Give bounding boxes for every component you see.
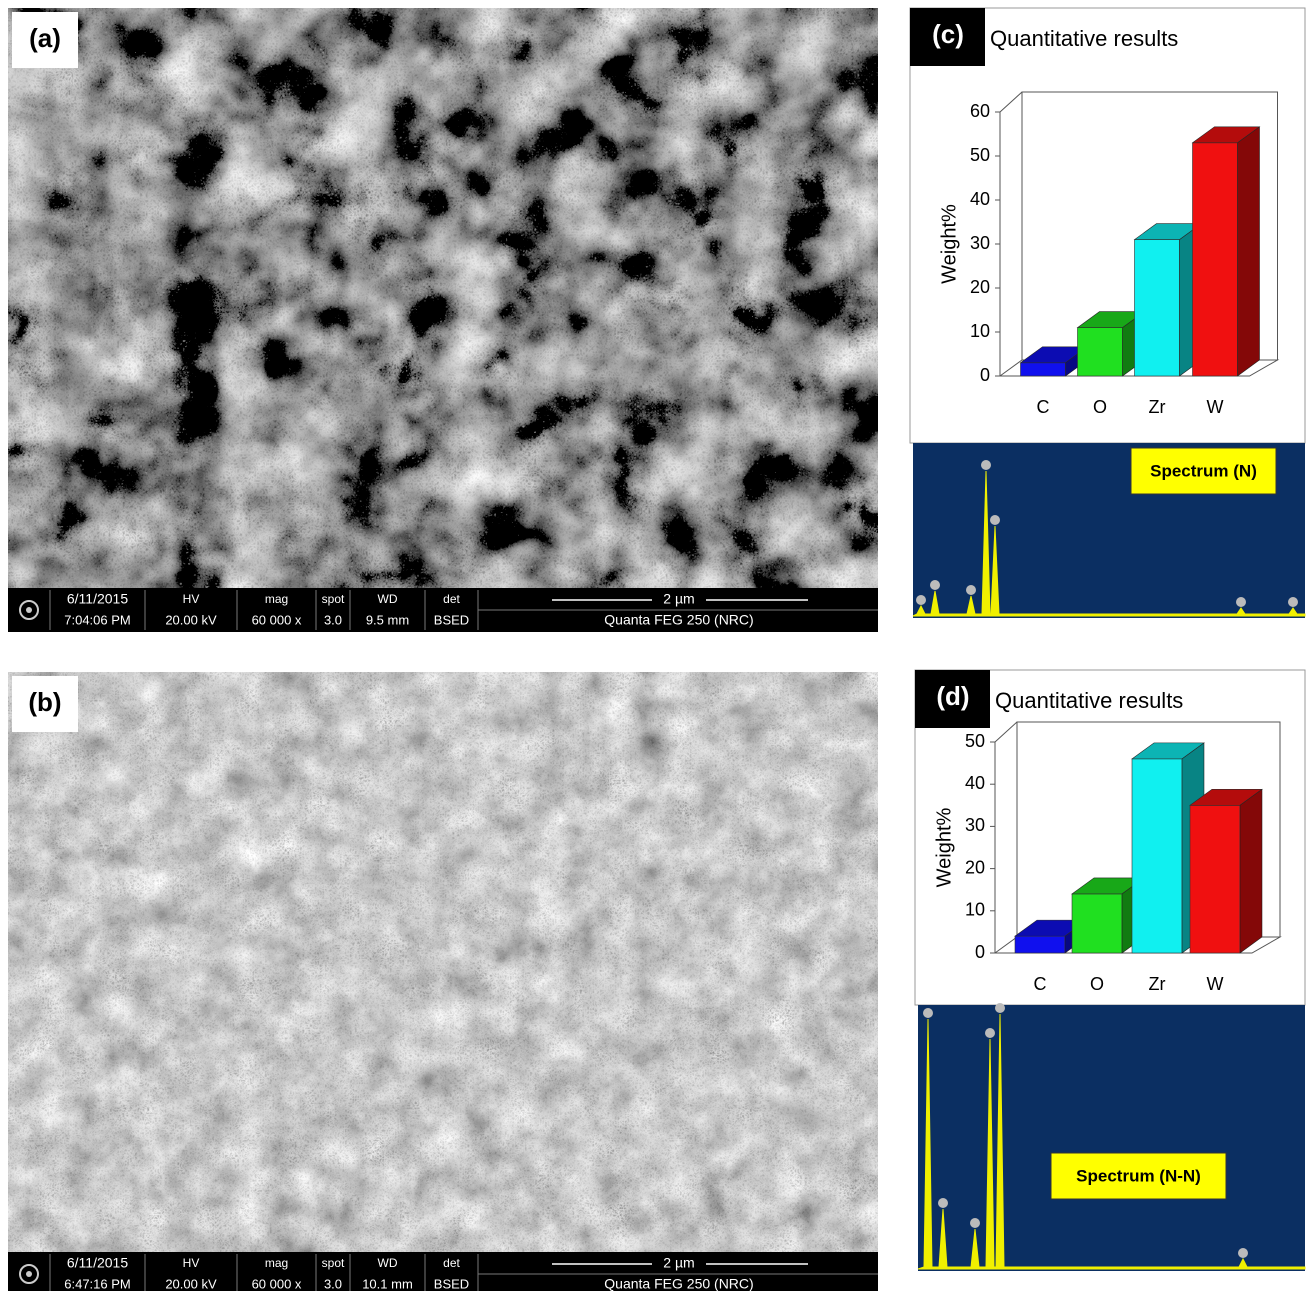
info-text: 60 000 x (252, 1276, 302, 1291)
peak-marker (966, 585, 976, 595)
panel-label: (c) (932, 19, 964, 49)
panel-label: (a) (29, 23, 61, 53)
y-tick-label: 20 (970, 277, 990, 297)
x-tick-label: Zr (1149, 397, 1166, 417)
x-tick-label: W (1207, 397, 1224, 417)
panel-label: (b) (28, 687, 61, 717)
peak-marker (938, 1198, 948, 1208)
info-text: 20.00 kV (165, 1276, 217, 1291)
spectrum-label: Spectrum (N-N) (1076, 1166, 1201, 1185)
instrument: Quanta FEG 250 (NRC) (604, 612, 753, 628)
info-text: 60 000 x (252, 612, 302, 627)
spectrum-axis (918, 1271, 1305, 1291)
x-tick-label: W (1207, 974, 1224, 994)
info-text: 6/11/2015 (67, 591, 128, 607)
bar (1193, 143, 1238, 376)
bar (1132, 759, 1182, 953)
peak-marker (1236, 597, 1246, 607)
scale-text: 2 µm (663, 1255, 694, 1271)
y-tick-label: 50 (970, 145, 990, 165)
y-tick-label: 0 (980, 365, 990, 385)
bar (1015, 936, 1065, 953)
info-text: 3.0 (324, 1276, 342, 1291)
y-tick-label: 30 (970, 233, 990, 253)
x-tick-label: C (1037, 397, 1050, 417)
y-tick-label: 60 (970, 101, 990, 121)
info-text: BSED (434, 1276, 469, 1291)
info-text: 3.0 (324, 612, 342, 627)
peak-marker (970, 1218, 980, 1228)
chart-title: Quantitative results (995, 688, 1183, 713)
y-tick-label: 30 (965, 815, 985, 835)
info-text: HV (183, 592, 200, 606)
info-text: 9.5 mm (366, 612, 409, 627)
sem-image (8, 672, 878, 1252)
info-text: BSED (434, 612, 469, 627)
bar (1135, 240, 1180, 376)
y-tick-label: 10 (970, 321, 990, 341)
y-tick-label: 50 (965, 731, 985, 751)
spectrum-axis (913, 618, 1305, 638)
info-text: spot (322, 592, 345, 606)
bar-side-shade (1238, 127, 1260, 376)
info-text: HV (183, 1256, 200, 1270)
figure: (a) (b) 6/11/2015 7:04:06 PM HV 20.00 kV mag… (0, 0, 1307, 1291)
info-text: det (443, 592, 460, 606)
y-tick-label: 40 (970, 189, 990, 209)
x-tick-label: O (1093, 397, 1107, 417)
info-text: det (443, 1256, 460, 1270)
bar (1021, 363, 1066, 376)
info-text: 6:47:16 PM (64, 1276, 131, 1291)
y-tick-label: 40 (965, 773, 985, 793)
instrument: Quanta FEG 250 (NRC) (604, 1276, 753, 1291)
info-text: WD (378, 592, 398, 606)
peak-marker (1238, 1248, 1248, 1258)
bar-side-shade (1240, 789, 1262, 953)
bar (1072, 894, 1122, 953)
x-tick-label: O (1090, 974, 1104, 994)
info-text: WD (378, 1256, 398, 1270)
sem-image (8, 8, 878, 588)
peak-marker (930, 580, 940, 590)
info-text: mag (265, 592, 288, 606)
peak-marker (985, 1028, 995, 1038)
bar (1190, 805, 1240, 953)
peak-marker (981, 460, 991, 470)
info-text: 20.00 kV (165, 612, 217, 627)
info-text: mag (265, 1256, 288, 1270)
info-text: 6/11/2015 (67, 1255, 128, 1271)
y-tick-label: 0 (975, 942, 985, 962)
y-axis-label: Weight% (933, 807, 955, 887)
peak-marker (923, 1008, 933, 1018)
scale-text: 2 µm (663, 591, 694, 607)
peak-marker (990, 515, 1000, 525)
bar (1078, 328, 1123, 376)
x-tick-label: C (1034, 974, 1047, 994)
info-text: spot (322, 1256, 345, 1270)
chart-title: Quantitative results (990, 26, 1178, 51)
info-text: 7:04:06 PM (64, 612, 131, 627)
panel-label: (d) (936, 681, 969, 711)
icon (26, 1271, 32, 1277)
y-tick-label: 20 (965, 857, 985, 877)
spectrum-label: Spectrum (N) (1150, 461, 1257, 480)
x-tick-label: Zr (1149, 974, 1166, 994)
peak-marker (1288, 597, 1298, 607)
icon (26, 607, 32, 613)
y-tick-label: 10 (965, 900, 985, 920)
y-axis-label: Weight% (938, 204, 960, 284)
peak-marker (916, 595, 926, 605)
peak-marker (995, 1003, 1005, 1013)
info-text: 10.1 mm (362, 1276, 413, 1291)
